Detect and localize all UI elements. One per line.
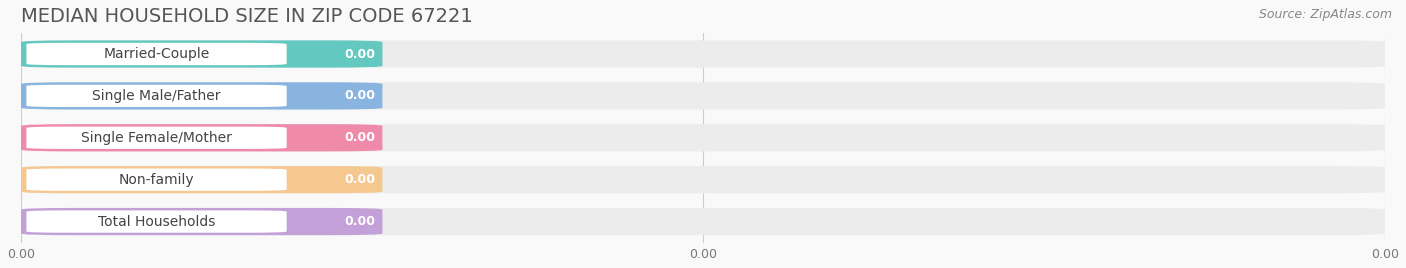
FancyBboxPatch shape [27, 126, 287, 149]
Text: 0.00: 0.00 [344, 47, 375, 61]
Text: Single Male/Father: Single Male/Father [93, 89, 221, 103]
FancyBboxPatch shape [21, 82, 1385, 110]
FancyBboxPatch shape [21, 166, 1385, 193]
FancyBboxPatch shape [21, 124, 382, 151]
FancyBboxPatch shape [27, 169, 287, 191]
Text: MEDIAN HOUSEHOLD SIZE IN ZIP CODE 67221: MEDIAN HOUSEHOLD SIZE IN ZIP CODE 67221 [21, 7, 472, 26]
FancyBboxPatch shape [21, 208, 382, 235]
Text: 0.00: 0.00 [344, 215, 375, 228]
FancyBboxPatch shape [21, 82, 382, 110]
Text: Married-Couple: Married-Couple [104, 47, 209, 61]
FancyBboxPatch shape [21, 208, 1385, 235]
Text: Total Households: Total Households [98, 215, 215, 229]
FancyBboxPatch shape [27, 43, 287, 65]
FancyBboxPatch shape [27, 210, 287, 233]
Text: 0.00: 0.00 [344, 173, 375, 186]
FancyBboxPatch shape [21, 124, 1385, 151]
FancyBboxPatch shape [21, 166, 382, 193]
Text: 0.00: 0.00 [344, 90, 375, 102]
Text: Single Female/Mother: Single Female/Mother [82, 131, 232, 145]
FancyBboxPatch shape [27, 85, 287, 107]
FancyBboxPatch shape [21, 40, 1385, 68]
Text: Source: ZipAtlas.com: Source: ZipAtlas.com [1258, 8, 1392, 21]
Text: Non-family: Non-family [118, 173, 194, 187]
FancyBboxPatch shape [21, 40, 382, 68]
Text: 0.00: 0.00 [344, 131, 375, 144]
